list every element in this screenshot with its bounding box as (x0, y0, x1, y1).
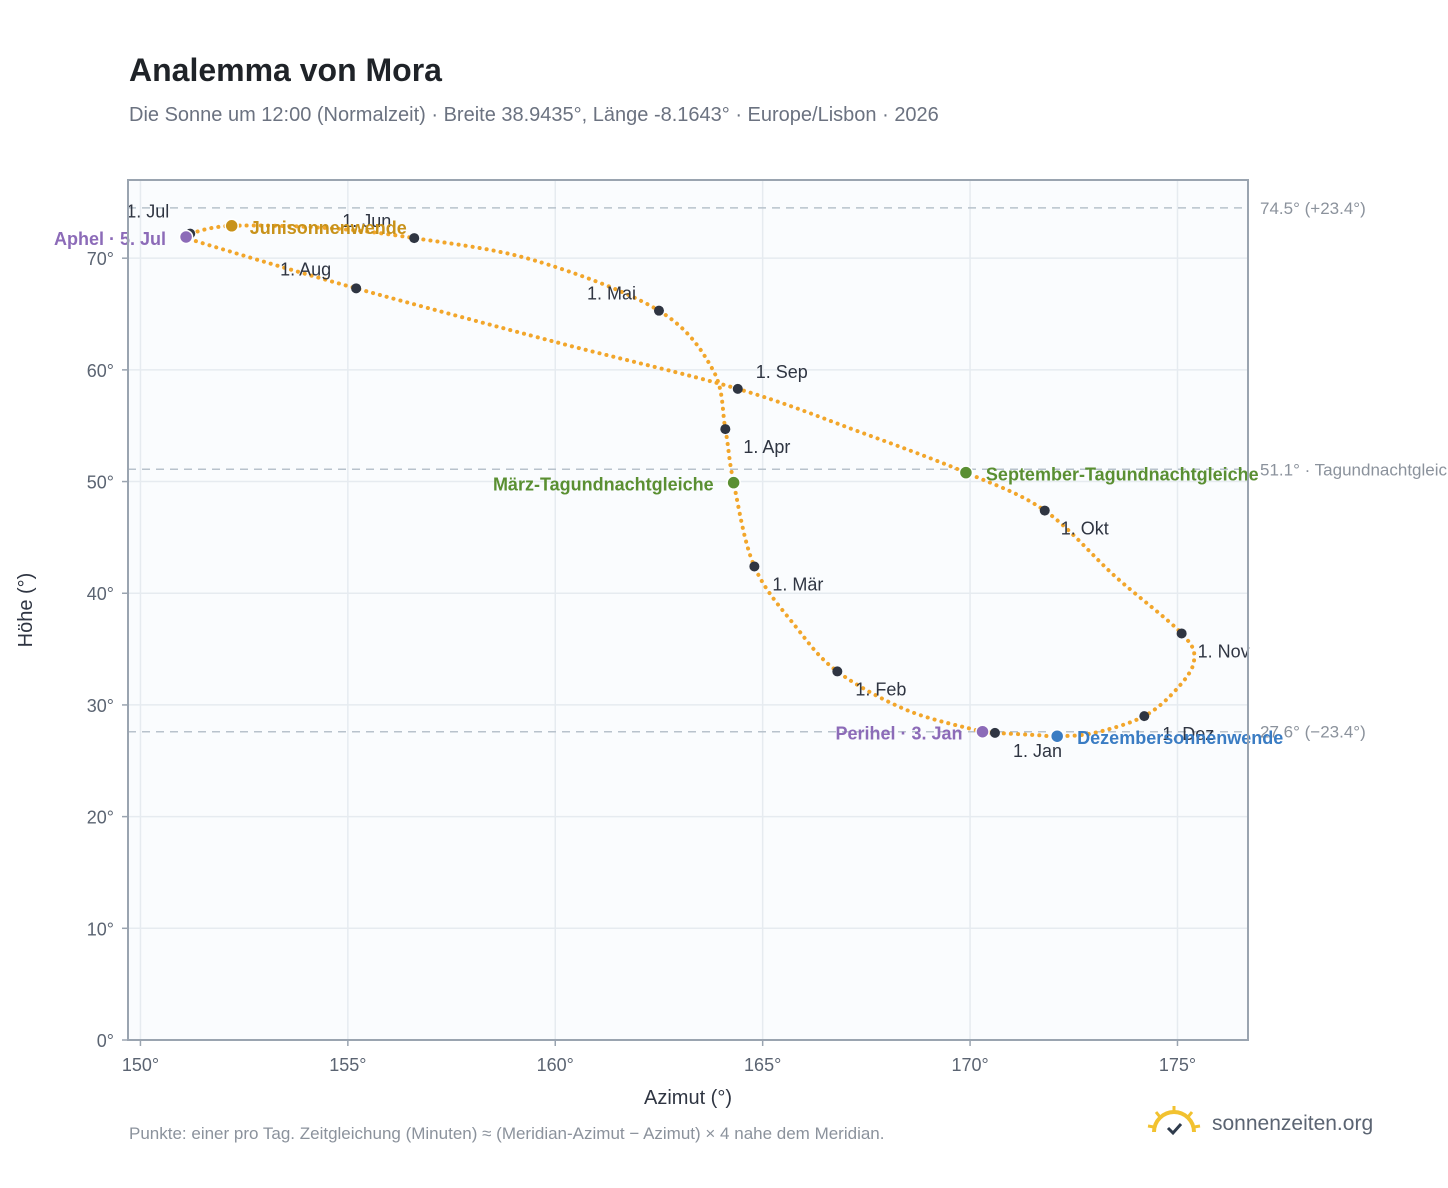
event-marker (224, 218, 239, 234)
event-marker (726, 475, 741, 490)
y-tick-label: 60° (87, 361, 114, 381)
month-label: 1. Dez (1162, 724, 1214, 744)
month-marker (1139, 711, 1150, 722)
chart-subtitle: Die Sonne um 12:00 (Normalzeit) · Breite… (129, 104, 939, 126)
sun-logo-icon (1147, 1106, 1201, 1136)
brand[interactable]: sonnenzeiten.org (1146, 1104, 1373, 1144)
chart-title: Analemma von Mora (129, 52, 442, 88)
x-axis-label: Azimut (°) (644, 1087, 732, 1109)
event-label: Aphel · 5. Jul (54, 229, 166, 249)
month-marker (749, 561, 760, 572)
month-marker (1039, 505, 1050, 516)
y-axis-label: Höhe (°) (15, 573, 37, 648)
event-label: Dezembersonnenwende (1077, 728, 1283, 748)
brand-name: sonnenzeiten.org (1212, 1112, 1374, 1135)
y-tick-label: 30° (87, 696, 114, 716)
event-label: Perihel · 3. Jan (835, 724, 962, 744)
month-label: 1. Jan (1013, 741, 1062, 761)
month-marker (732, 383, 743, 394)
month-label: 1. Mai (587, 284, 636, 304)
event-marker (178, 229, 194, 245)
event-label: März-Tagundnachtgleiche (493, 475, 714, 495)
x-tick-label: 150° (122, 1055, 159, 1075)
plot-frame (127, 179, 1249, 1041)
x-tick-label: 165° (744, 1055, 781, 1075)
month-label: 1. Sep (756, 362, 808, 382)
event-marker (958, 465, 974, 480)
y-tick-label: 0° (97, 1031, 114, 1051)
reference-label: 27.6° (−23.4°) (1260, 723, 1366, 742)
month-marker (720, 424, 731, 435)
x-tick-label: 160° (537, 1055, 574, 1075)
month-marker (409, 233, 420, 244)
reference-label: 74.5° (+23.4°) (1260, 199, 1366, 218)
month-label: 1. Aug (280, 259, 331, 279)
event-marker (1049, 728, 1065, 744)
month-marker (1176, 628, 1187, 639)
x-tick-label: 170° (951, 1055, 988, 1075)
month-marker (351, 283, 362, 294)
y-tick-label: 50° (87, 473, 114, 493)
month-label: 1. Feb (855, 679, 906, 699)
footnote: Punkte: einer pro Tag. Zeitgleichung (Mi… (129, 1124, 885, 1143)
month-label: 1. Jun (342, 211, 391, 231)
month-label: 1. Okt (1061, 519, 1109, 539)
x-tick-label: 175° (1159, 1055, 1196, 1075)
y-tick-label: 70° (87, 249, 114, 269)
month-label: 1. Apr (743, 437, 790, 457)
month-marker (832, 666, 843, 677)
event-label: Junisonnenwende (250, 218, 407, 238)
plot-area (128, 180, 1248, 1040)
month-marker (653, 305, 664, 316)
month-marker (989, 727, 1000, 738)
y-tick-label: 10° (87, 919, 114, 939)
x-tick-label: 155° (329, 1055, 366, 1075)
y-tick-label: 20° (87, 808, 114, 828)
analemma-curve (181, 223, 1197, 739)
month-label: 1. Jul (126, 202, 169, 222)
y-tick-label: 40° (87, 584, 114, 604)
event-marker (975, 724, 990, 739)
month-label: 1. Nov (1198, 641, 1250, 661)
reference-label: 51.1° · Tagundnachtgleiche (1260, 460, 1448, 479)
event-label: September-Tagundnachtgleiche (986, 465, 1259, 485)
month-label: 1. Mär (772, 574, 823, 594)
